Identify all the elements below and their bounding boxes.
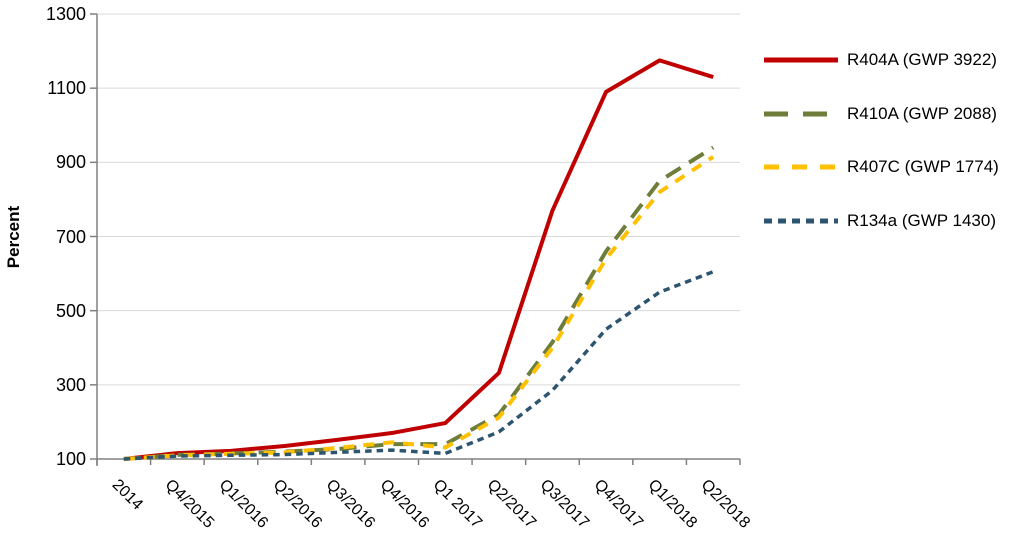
y-tick-label: 100 (55, 449, 86, 469)
y-tick-label: 1300 (45, 4, 86, 24)
legend-line-swatch (764, 57, 838, 63)
series-line-r134a (123, 270, 714, 461)
legend-line-swatch (764, 218, 838, 223)
legend-item-r404a: R404A (GWP 3922) (763, 47, 997, 73)
legend-label: R404A (GWP 3922) (847, 50, 997, 69)
legend-line-swatch (764, 164, 838, 170)
legend-item-r410a: R410A (GWP 2088) (763, 101, 997, 127)
chart-legend: R404A (GWP 3922) R410A (GWP 2088) R407C (G… (763, 0, 1019, 260)
legend-label: R407C (GWP 1774) (847, 157, 999, 176)
legend-label: R134a (GWP 1430) (847, 210, 996, 230)
y-tick-label: 900 (55, 152, 86, 173)
series-line-r410a (123, 145, 715, 461)
y-tick-label: 300 (55, 374, 86, 395)
y-tick-label: 700 (55, 226, 86, 247)
legend-label: R410A (GWP 2088) (847, 103, 997, 123)
legend-line-swatch (764, 111, 838, 116)
series-line-r404a (123, 58, 714, 461)
legend-item-r134a: R134a (GWP 1430) (763, 208, 996, 234)
y-tick-label: 1100 (47, 78, 86, 99)
legend-item-r407c: R407C (GWP 1774) (763, 154, 999, 180)
series-line-r407c (123, 155, 715, 461)
y-tick-label: 500 (55, 300, 86, 321)
